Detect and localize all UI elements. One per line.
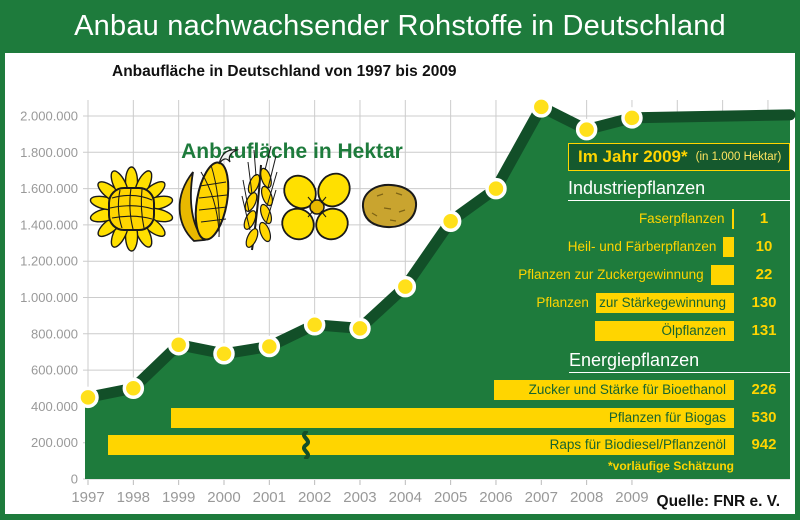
header-band: Anbau nachwachsender Rohstoffe in Deutsc…	[0, 0, 800, 53]
y-axis-label: 1.200.000	[20, 254, 78, 269]
data-point-2001	[258, 335, 281, 358]
y-axis-label: 1.000.000	[20, 290, 78, 305]
y-axis-label: 600.000	[31, 363, 78, 378]
x-axis-label: 2002	[298, 489, 331, 506]
x-axis-label: 2004	[389, 489, 422, 506]
data-point-1999	[167, 333, 190, 356]
rapeseed-icon	[281, 172, 351, 241]
data-point-2005	[439, 210, 462, 233]
frame-right	[795, 53, 800, 520]
sunflower-icon	[89, 166, 174, 252]
chart-subtitle: Anbaufläche in Deutschland von 1997 bis …	[112, 63, 457, 80]
frame-bottom	[0, 514, 800, 520]
y-axis-label: 2.000.000	[20, 109, 78, 124]
y-axis-label: 400.000	[31, 399, 78, 414]
frame-left	[0, 53, 5, 520]
x-axis-label: 2008	[570, 489, 603, 506]
x-axis-label: 2003	[343, 489, 376, 506]
data-point-2009	[621, 107, 643, 129]
x-axis-label: 2007	[525, 489, 558, 506]
data-point-2002	[303, 313, 326, 336]
x-axis-label: 2005	[434, 489, 467, 506]
x-axis-label: 2001	[253, 489, 286, 506]
x-axis-label: 2000	[207, 489, 240, 506]
data-point-2004	[394, 275, 417, 298]
y-axis-label: 1.400.000	[20, 217, 78, 232]
x-axis-label: 1997	[71, 489, 104, 506]
y-axis-label: 800.000	[31, 326, 78, 341]
axis-labels: 0 200.000 400.000 600.000 800.000 1.000.000 1.…	[20, 109, 648, 507]
y-axis-label: 200.000	[31, 435, 78, 450]
page-title: Anbau nachwachsender Rohstoffe in Deutsc…	[74, 10, 726, 42]
x-axis-label: 1999	[162, 489, 195, 506]
y-axis-label: 0	[71, 472, 78, 487]
data-point-2003	[349, 317, 371, 340]
data-point-1998	[122, 377, 145, 399]
chart-inner-title: Anbaufläche in Hektar	[181, 140, 403, 163]
potato-icon	[361, 183, 418, 229]
data-point-2008	[575, 118, 598, 141]
corn-icon	[178, 149, 240, 242]
data-point-2000	[213, 343, 235, 365]
data-point-2007	[530, 96, 553, 118]
y-axis-label: 1.600.000	[20, 181, 78, 196]
data-point-1997	[77, 386, 99, 409]
x-axis-label: 2006	[479, 489, 512, 506]
x-axis-label: 2009	[615, 489, 648, 506]
y-axis-label: 1.800.000	[20, 145, 78, 160]
wheat-icon	[241, 145, 278, 251]
data-point-2006	[485, 177, 507, 200]
x-axis-label: 1998	[117, 489, 150, 506]
